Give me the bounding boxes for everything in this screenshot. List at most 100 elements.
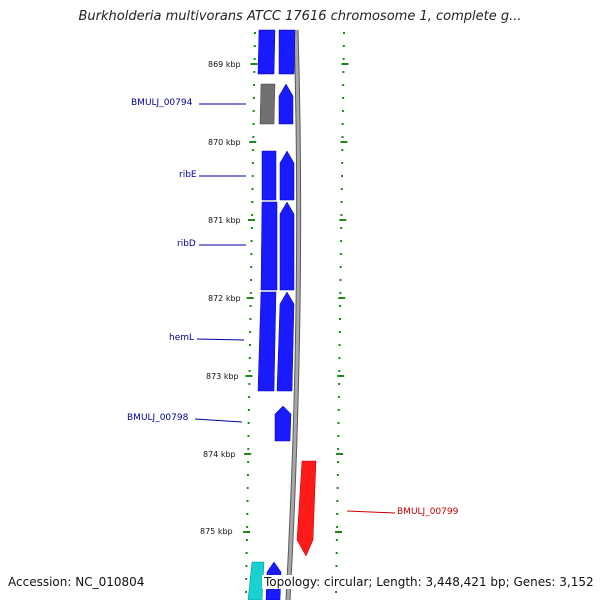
ruler-dot-left	[250, 266, 253, 268]
gene-feature-bmulj-00799[interactable]	[296, 460, 317, 557]
scale-label-870: 870 kbp	[208, 138, 241, 147]
ruler-dot-left	[249, 344, 251, 346]
scale-label-869: 869 kbp	[208, 60, 241, 69]
ruler-dot-left	[254, 32, 256, 34]
ruler-dot-right	[340, 201, 343, 203]
ruler-dot-left	[251, 175, 254, 177]
gene-feature-top-left[interactable]	[257, 29, 276, 75]
ruler-dot-left	[250, 279, 252, 281]
ruler-dot-right	[338, 344, 341, 346]
ruler-dot-right	[336, 474, 339, 476]
ruler-dot-right	[339, 305, 342, 307]
ruler-major-tick-right	[340, 141, 348, 143]
ruler-major-tick-right	[336, 453, 344, 455]
ruler-dot-left	[253, 58, 256, 60]
backbone-line	[286, 29, 301, 600]
ruler-dot-left	[245, 591, 247, 593]
ruler-dot-left	[252, 97, 255, 99]
ruler-dot-left	[245, 552, 248, 554]
position-ruler	[243, 32, 349, 593]
ruler-dot-left	[250, 227, 253, 229]
ruler-dot-left	[251, 214, 254, 216]
ruler-dot-left	[250, 253, 253, 255]
gene-feature-heml-right[interactable]	[276, 291, 295, 392]
ruler-dot-right	[338, 383, 341, 385]
page-title: Burkholderia multivorans ATCC 17616 chro…	[78, 9, 522, 24]
ruler-dot-left	[245, 578, 248, 580]
ruler-dot-right	[338, 357, 341, 359]
ruler-major-tick-left	[244, 453, 252, 455]
ruler-dot-left	[248, 383, 251, 385]
ruler-dot-left	[248, 396, 251, 398]
ruler-dot-right	[341, 110, 344, 112]
ruler-dot-left	[247, 461, 250, 463]
gene-label-ribe[interactable]: ribE	[179, 170, 197, 180]
ruler-dot-left	[251, 162, 254, 164]
ruler-dot-right	[338, 331, 341, 333]
ruler-dot-right	[337, 422, 340, 424]
ruler-dot-left	[247, 422, 250, 424]
ruler-dot-right	[343, 32, 345, 34]
ruler-dot-left	[253, 45, 256, 47]
gene-label-bmulj-00798[interactable]: BMULJ_00798	[127, 413, 189, 423]
ruler-dot-right	[337, 396, 340, 398]
ruler-dot-left	[252, 123, 255, 125]
chromosome-backbone	[285, 29, 302, 600]
ruler-dot-right	[342, 71, 345, 73]
ruler-major-tick-right	[341, 63, 349, 65]
ruler-dot-left	[245, 539, 248, 541]
ruler-major-tick-right	[339, 219, 347, 221]
ruler-dot-right	[335, 565, 338, 567]
ruler-dot-right	[341, 175, 343, 177]
gene-feature-bmulj-00794-left[interactable]	[259, 83, 276, 125]
gene-feature-top-right[interactable]	[278, 29, 296, 75]
scale-label-873: 873 kbp	[206, 372, 239, 381]
ruler-major-tick-left	[243, 531, 250, 533]
scale-label-871: 871 kbp	[208, 216, 241, 225]
ruler-dot-left	[249, 318, 252, 320]
ruler-dot-right	[340, 227, 343, 229]
gene-feature-bmulj-00794-right[interactable]	[278, 83, 294, 125]
ruler-dot-right	[337, 461, 339, 463]
ruler-dot-right	[342, 45, 345, 47]
ruler-dot-left	[248, 370, 251, 372]
gene-feature-ribe-left[interactable]	[261, 150, 277, 201]
ruler-dot-left	[252, 149, 255, 151]
ruler-dot-left	[252, 136, 255, 138]
gene-feature-ribd-right[interactable]	[279, 201, 295, 291]
ruler-dot-right	[341, 136, 344, 138]
ruler-dot-left	[246, 487, 249, 489]
gene-feature-ribd-left[interactable]	[260, 201, 278, 291]
ruler-dot-right	[339, 318, 341, 320]
gene-label-heml[interactable]: hemL	[169, 333, 195, 343]
leader-bmulj-00798	[194, 418, 243, 423]
ruler-dot-right	[341, 162, 344, 164]
ruler-dot-right	[342, 97, 345, 99]
gene-feature-ribe-right[interactable]	[279, 150, 295, 201]
ruler-dot-left	[251, 201, 254, 203]
label-leader-lines	[194, 103, 396, 514]
ruler-dot-right	[340, 240, 343, 242]
ruler-dot-right	[337, 409, 340, 411]
ruler-dot-right	[339, 279, 342, 281]
gene-label-ribd[interactable]: ribD	[177, 239, 196, 249]
gene-feature-heml-left[interactable]	[257, 291, 277, 392]
ruler-dot-right	[335, 552, 338, 554]
ruler-dot-left	[246, 526, 249, 528]
scale-label-875: 875 kbp	[200, 527, 233, 536]
ruler-major-tick-right	[338, 297, 346, 299]
ruler-dot-right	[336, 487, 339, 489]
gene-label-bmulj-00799[interactable]: BMULJ_00799	[397, 507, 459, 517]
ruler-dot-left	[249, 331, 252, 333]
gene-feature-bmulj-00798[interactable]	[274, 405, 292, 442]
scale-label-874: 874 kbp	[203, 450, 236, 459]
ruler-dot-right	[340, 214, 343, 216]
gene-feature-rna-bottom[interactable]	[247, 561, 265, 600]
ruler-dot-right	[339, 253, 342, 255]
ruler-dot-right	[339, 266, 342, 268]
ruler-major-tick-right	[337, 375, 345, 377]
gene-label-bmulj-00794[interactable]: BMULJ_00794	[131, 98, 193, 108]
ruler-major-tick-left	[245, 375, 253, 377]
